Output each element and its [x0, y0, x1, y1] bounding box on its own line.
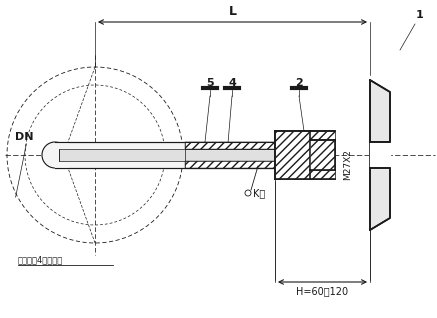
Text: 2: 2: [295, 78, 303, 88]
Text: L: L: [229, 5, 236, 18]
Text: 根据序号4尺寸确定: 根据序号4尺寸确定: [18, 255, 63, 264]
Text: K：: K：: [253, 188, 265, 198]
Polygon shape: [275, 131, 335, 179]
Polygon shape: [55, 142, 300, 168]
Text: DN: DN: [15, 132, 34, 142]
Text: 1: 1: [416, 10, 424, 20]
Polygon shape: [310, 140, 335, 170]
Circle shape: [42, 142, 68, 168]
Polygon shape: [310, 140, 335, 170]
Text: M27X2: M27X2: [343, 149, 352, 180]
Polygon shape: [185, 161, 290, 168]
Polygon shape: [275, 131, 335, 179]
Text: H=60，120: H=60，120: [296, 286, 349, 296]
Text: 4: 4: [228, 78, 236, 88]
Polygon shape: [59, 149, 305, 161]
Polygon shape: [370, 80, 390, 230]
Text: 5: 5: [206, 78, 214, 88]
Polygon shape: [185, 142, 290, 149]
